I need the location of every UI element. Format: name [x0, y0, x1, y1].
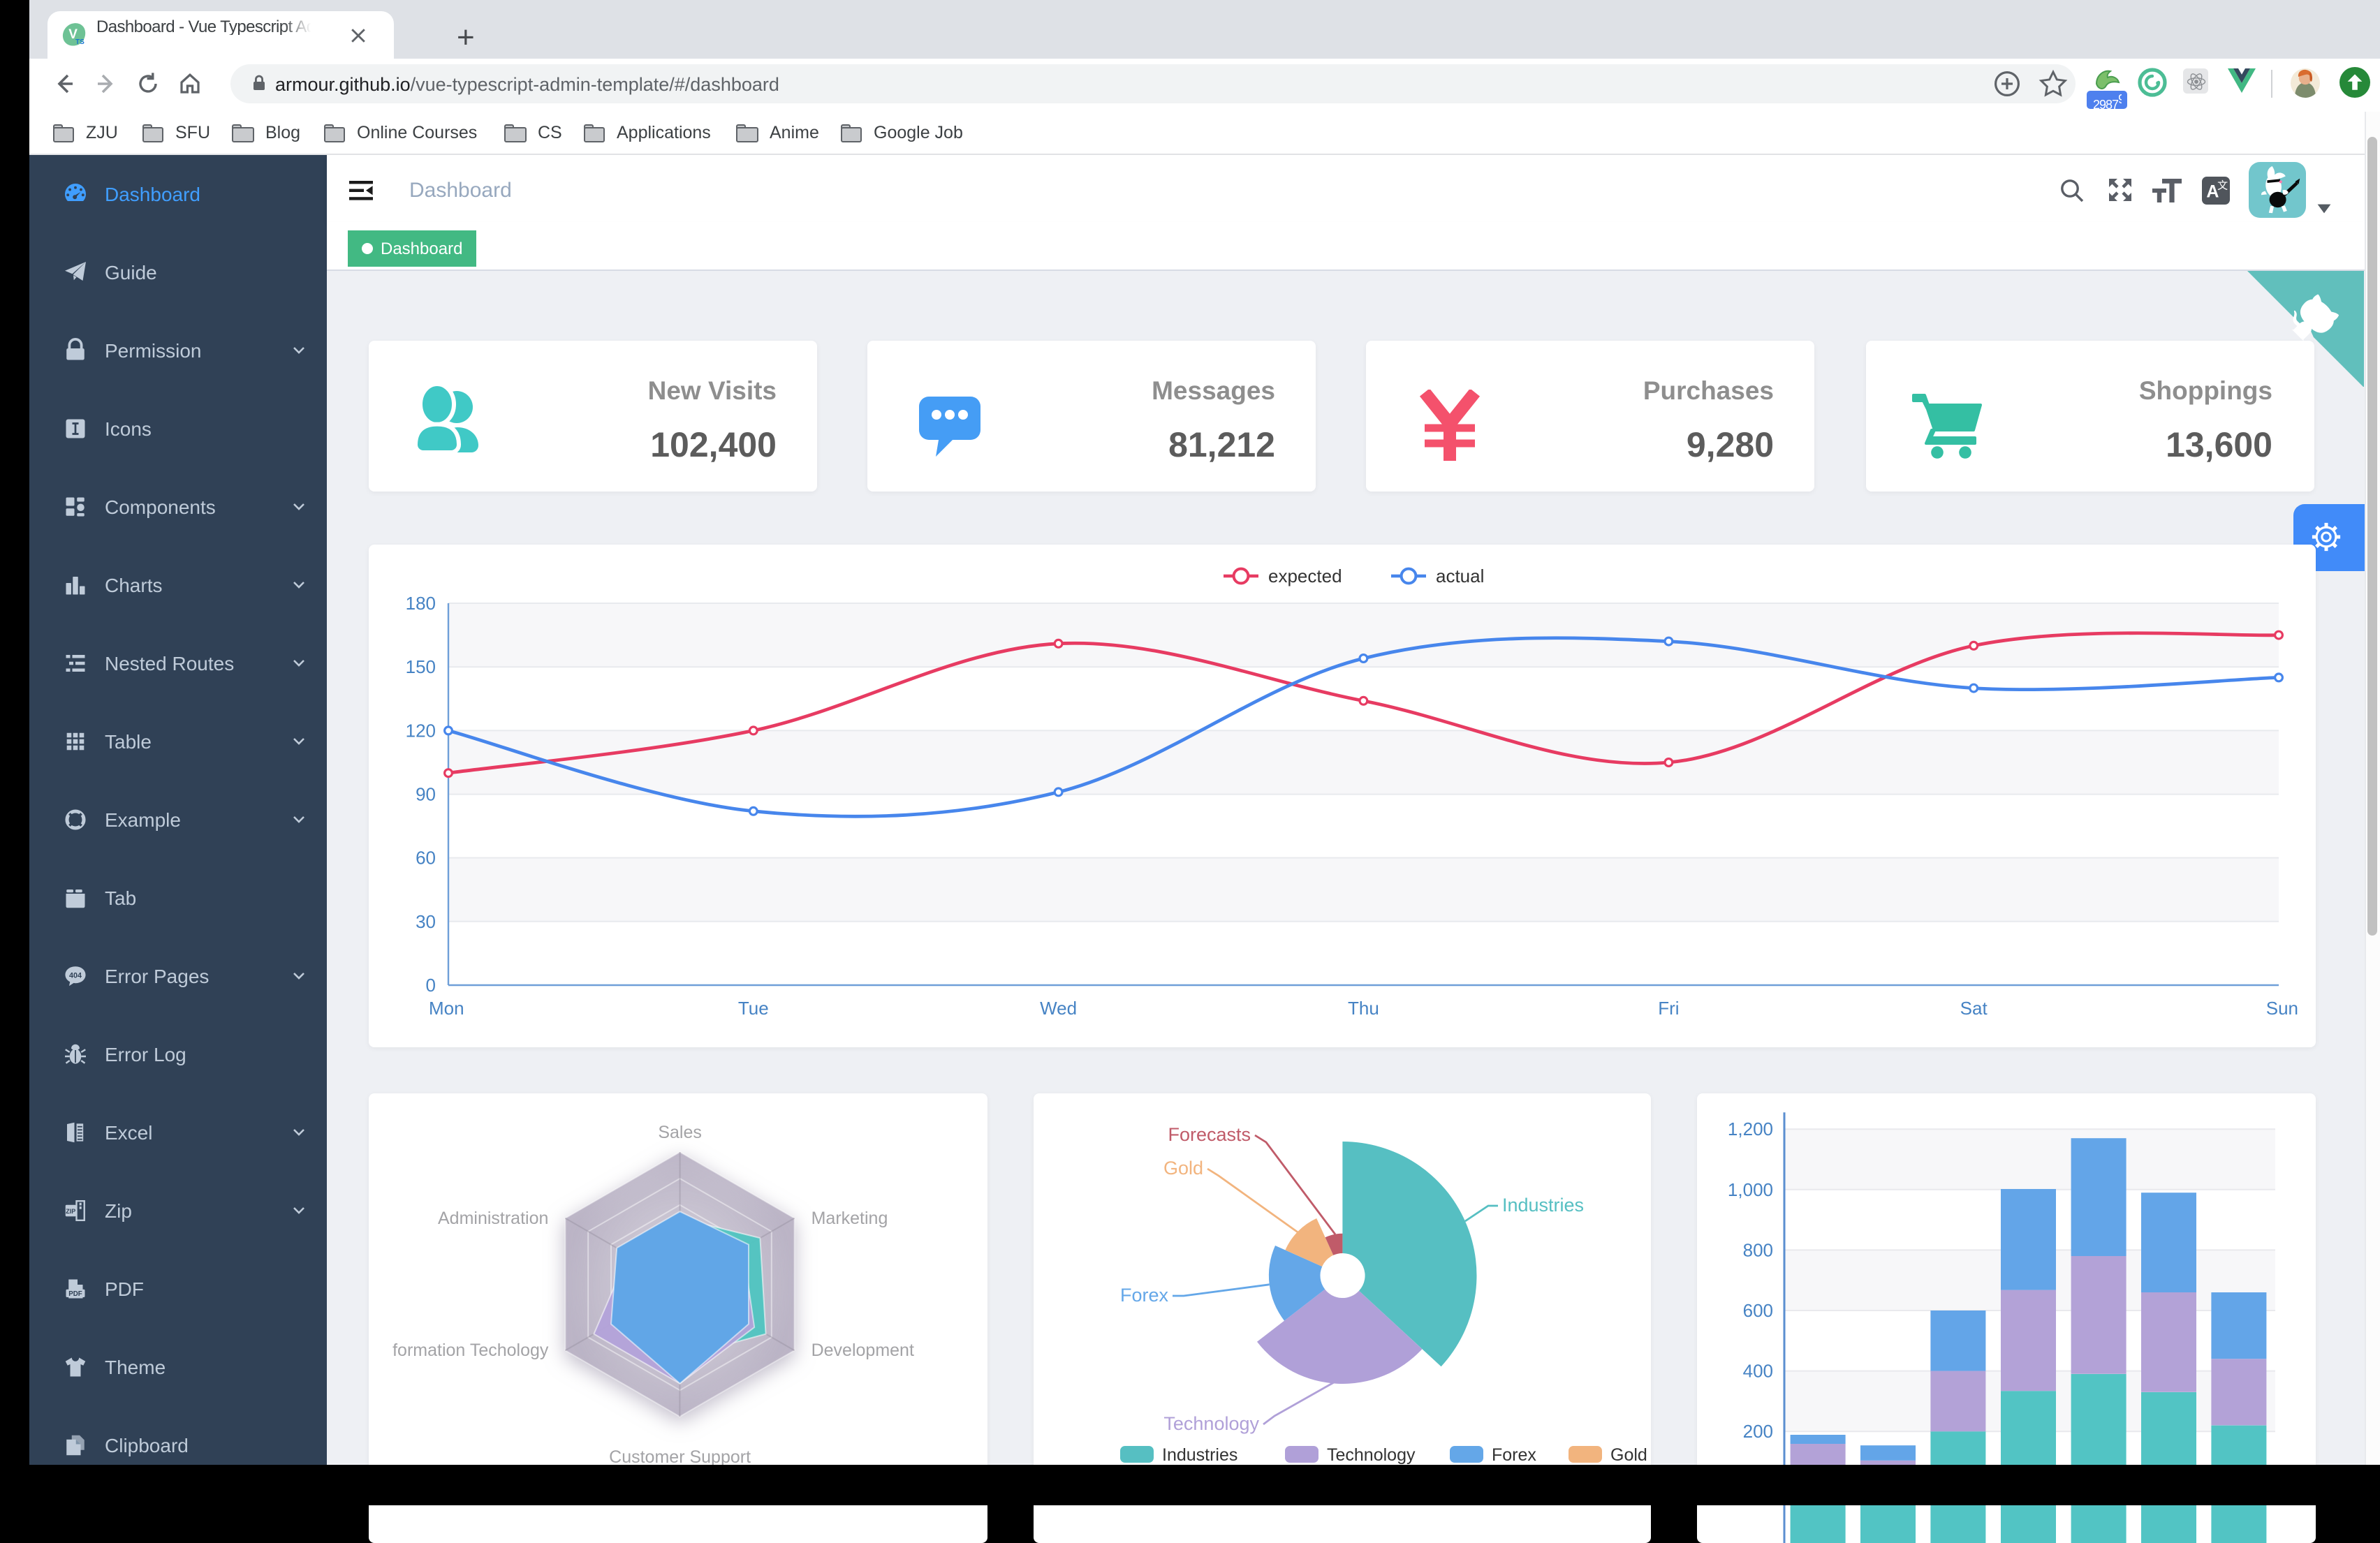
svg-text:400: 400	[1743, 1361, 1773, 1382]
svg-text:60: 60	[415, 848, 435, 869]
svg-text:200: 200	[1743, 1421, 1773, 1442]
svg-text:PDF: PDF	[68, 1290, 82, 1298]
svg-text:Forecasts: Forecasts	[1167, 1124, 1250, 1145]
svg-text:Tue: Tue	[737, 998, 768, 1019]
svg-text:Industries: Industries	[1501, 1195, 1583, 1216]
svg-text:formation Techology: formation Techology	[392, 1341, 548, 1360]
svg-text:0: 0	[425, 975, 435, 996]
svg-text:Development: Development	[811, 1341, 913, 1360]
svg-text:Forex: Forex	[1119, 1285, 1168, 1306]
svg-text:actual: actual	[1435, 566, 1483, 586]
svg-text:Thu: Thu	[1347, 998, 1379, 1019]
svg-text:Wed: Wed	[1039, 998, 1076, 1019]
svg-text:Gold: Gold	[1163, 1158, 1203, 1179]
svg-text:404: 404	[69, 971, 82, 980]
svg-text:Fri: Fri	[1657, 998, 1678, 1019]
svg-text:150: 150	[405, 656, 435, 677]
svg-text:Gold: Gold	[1610, 1445, 1647, 1465]
svg-text:expected: expected	[1268, 566, 1342, 586]
svg-text:Administration: Administration	[437, 1209, 548, 1228]
svg-text:文: 文	[2217, 180, 2228, 192]
svg-text:TS: TS	[75, 38, 84, 46]
svg-text:ZIP: ZIP	[66, 1208, 75, 1215]
svg-text:180: 180	[405, 593, 435, 614]
svg-text:90: 90	[415, 783, 435, 804]
svg-text:800: 800	[1743, 1239, 1773, 1260]
svg-text:30: 30	[415, 911, 435, 932]
svg-text:1,000: 1,000	[1728, 1179, 1773, 1200]
svg-text:Sat: Sat	[1960, 998, 1988, 1019]
svg-text:Sun: Sun	[2265, 998, 2298, 1019]
svg-text:Technology: Technology	[1326, 1445, 1415, 1465]
svg-text:Mon: Mon	[428, 998, 464, 1019]
svg-text:Industries: Industries	[1161, 1445, 1237, 1465]
svg-text:600: 600	[1743, 1300, 1773, 1321]
svg-text:Technology: Technology	[1163, 1413, 1258, 1434]
svg-text:Forex: Forex	[1491, 1445, 1536, 1465]
svg-text:1,200: 1,200	[1728, 1119, 1773, 1139]
svg-text:120: 120	[405, 720, 435, 741]
svg-text:Marketing: Marketing	[811, 1209, 888, 1228]
svg-text:Sales: Sales	[657, 1123, 701, 1142]
